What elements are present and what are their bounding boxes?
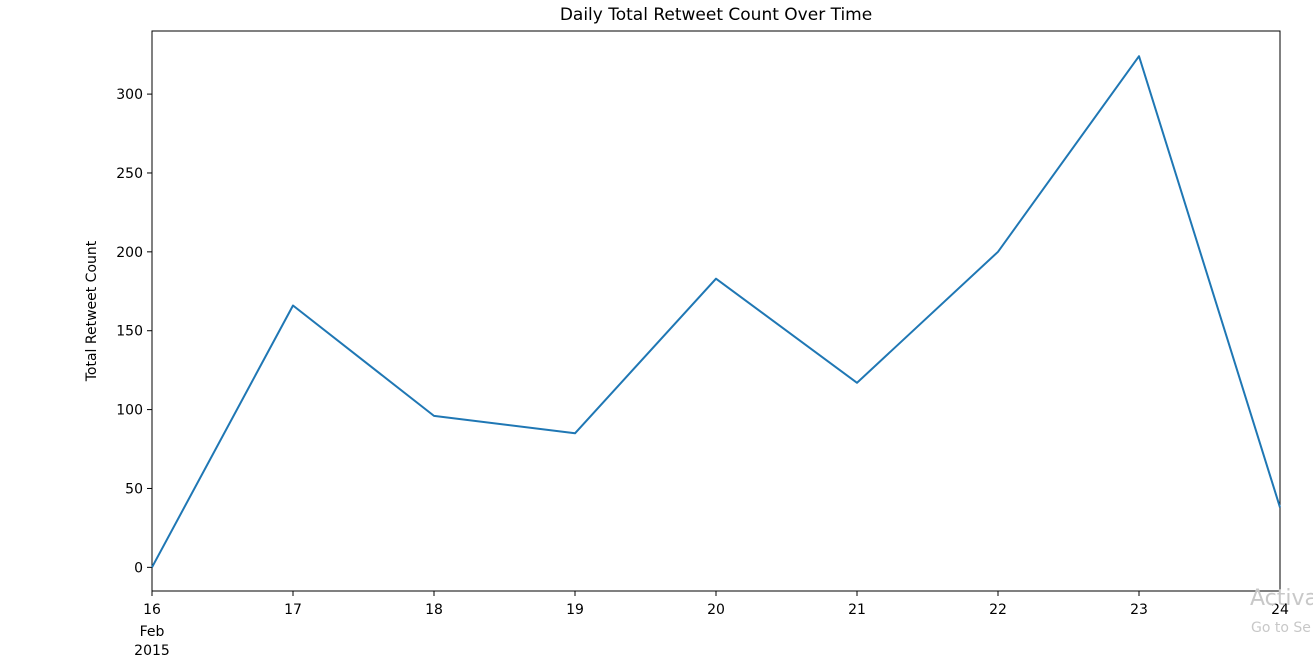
series-line: [151, 55, 1281, 568]
y-tick-label: 200: [116, 245, 143, 261]
x-tick-sublabel-year: 2015: [134, 643, 170, 659]
y-tick-label: 250: [116, 166, 143, 182]
x-axis: 16 17 18 19 20 21 22 23 24: [143, 591, 1289, 618]
x-tick-label: 22: [989, 602, 1007, 618]
y-tick-label: 0: [134, 560, 143, 576]
x-tick-label: 20: [707, 602, 725, 618]
series-group: [151, 55, 1281, 568]
y-axis-label: Total Retweet Count: [84, 240, 100, 382]
x-tick-label: 19: [566, 602, 584, 618]
y-tick-label: 300: [116, 87, 143, 103]
x-tick-label: 24: [1271, 602, 1289, 618]
plot-area-frame: [151, 30, 1281, 592]
x-tick-label: 23: [1130, 602, 1148, 618]
y-tick-label: 100: [116, 403, 143, 419]
x-tick-sublabel-month: Feb: [140, 624, 165, 640]
chart-title: Daily Total Retweet Count Over Time: [560, 5, 872, 25]
x-tick-label: 18: [425, 602, 443, 618]
y-tick-label: 150: [116, 324, 143, 340]
x-tick-label: 16: [143, 602, 161, 618]
y-tick-label: 50: [125, 481, 143, 497]
y-axis: 0 50 100 150 200 250 300: [116, 87, 152, 576]
x-tick-label: 21: [848, 602, 866, 618]
activation-watermark: Activa: [1250, 586, 1313, 611]
activation-watermark-subtext: Go to Se: [1251, 620, 1311, 636]
x-tick-label: 17: [284, 602, 302, 618]
